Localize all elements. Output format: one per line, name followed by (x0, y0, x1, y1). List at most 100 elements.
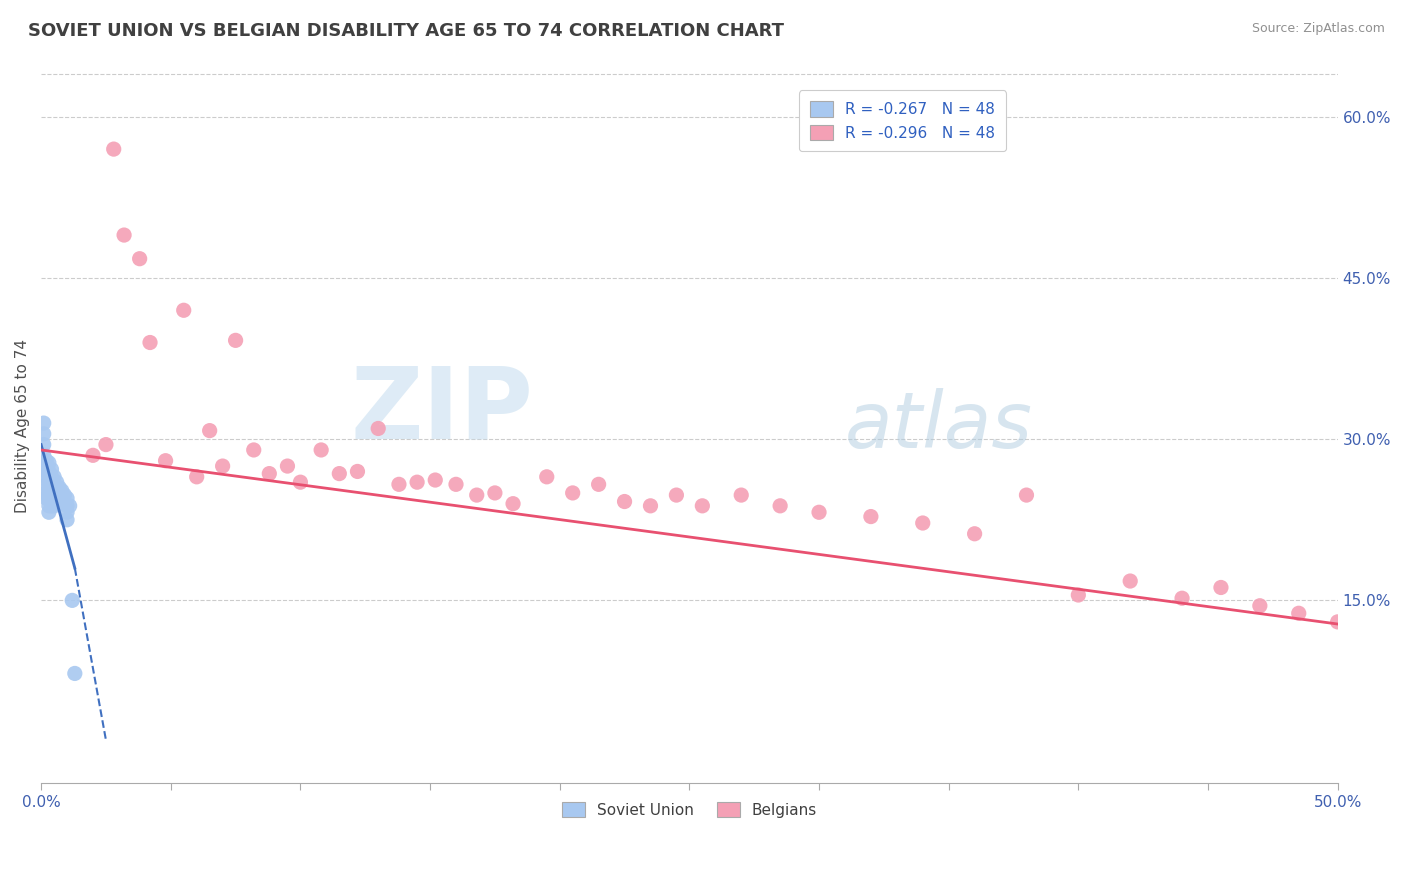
Point (388, 477, 411, 491)
Point (444, 477, 467, 491)
Point (730, 488, 752, 502)
Point (198, 424, 221, 438)
Point (1288, 607, 1310, 621)
Point (309, 442, 332, 457)
Point (328, 467, 350, 481)
Point (640, 499, 662, 513)
Point (41, 462, 63, 476)
Point (1119, 574, 1142, 588)
Point (103, 142, 125, 156)
Point (38, 456, 60, 470)
Point (692, 499, 714, 513)
Point (1249, 599, 1271, 613)
Point (41, 470, 63, 484)
Point (35, 491, 58, 506)
Point (38, 488, 60, 502)
Point (53, 488, 76, 502)
Point (225, 334, 247, 348)
Point (561, 486, 583, 500)
Point (42, 499, 65, 513)
Point (242, 442, 264, 457)
Text: ZIP: ZIP (352, 363, 534, 460)
Point (56, 499, 79, 513)
Point (41, 483, 63, 498)
Point (38, 492, 60, 507)
Point (35, 477, 58, 491)
Point (35, 486, 58, 500)
Point (35, 470, 58, 484)
Point (56, 513, 79, 527)
Point (406, 475, 429, 490)
Point (588, 477, 610, 491)
Point (276, 459, 298, 474)
Point (1171, 591, 1194, 606)
Point (963, 526, 986, 541)
Point (32, 437, 55, 451)
Point (465, 488, 488, 502)
Point (613, 494, 636, 508)
Point (1067, 588, 1090, 602)
Text: SOVIET UNION VS BELGIAN DISABILITY AGE 65 TO 74 CORRELATION CHART: SOVIET UNION VS BELGIAN DISABILITY AGE 6… (28, 22, 785, 40)
Point (41, 475, 63, 490)
Point (41, 491, 63, 506)
Point (94, 437, 117, 451)
Point (1209, 581, 1232, 595)
Point (41, 499, 63, 513)
Point (48, 497, 70, 511)
Point (139, 335, 162, 350)
Point (82, 448, 104, 462)
Point (38, 470, 60, 484)
Point (259, 467, 281, 481)
Point (211, 459, 233, 474)
Point (155, 453, 177, 467)
Point (290, 475, 312, 490)
Point (173, 303, 195, 318)
Point (536, 470, 558, 484)
Point (42, 470, 65, 484)
Point (38, 483, 60, 498)
Point (769, 499, 792, 513)
Point (911, 516, 934, 530)
Legend: Soviet Union, Belgians: Soviet Union, Belgians (554, 794, 825, 825)
Point (45, 475, 67, 490)
Point (502, 497, 524, 511)
Point (51, 483, 73, 498)
Text: atlas: atlas (845, 388, 1033, 464)
Point (112, 228, 135, 243)
Point (63, 666, 86, 681)
Point (859, 509, 882, 524)
Point (665, 488, 688, 502)
Point (38, 477, 60, 491)
Point (45, 483, 67, 498)
Point (186, 470, 208, 484)
Y-axis label: Disability Age 65 to 74: Disability Age 65 to 74 (15, 339, 30, 513)
Point (1015, 488, 1038, 502)
Point (346, 465, 368, 479)
Point (35, 465, 58, 479)
Point (51, 492, 73, 507)
Point (35, 453, 58, 467)
Point (38, 465, 60, 479)
Point (42, 477, 65, 491)
Point (38, 505, 60, 519)
Point (1326, 615, 1348, 629)
Point (42, 483, 65, 498)
Point (484, 486, 506, 500)
Point (808, 505, 831, 519)
Point (42, 491, 65, 506)
Point (56, 491, 79, 506)
Point (48, 488, 70, 502)
Point (32, 426, 55, 441)
Text: Source: ZipAtlas.com: Source: ZipAtlas.com (1251, 22, 1385, 36)
Point (56, 505, 79, 519)
Point (32, 416, 55, 430)
Point (128, 252, 150, 266)
Point (45, 492, 67, 507)
Point (48, 481, 70, 495)
Point (60, 593, 83, 607)
Point (53, 497, 76, 511)
Point (32, 459, 55, 474)
Point (59, 499, 82, 513)
Point (367, 421, 389, 435)
Point (32, 448, 55, 462)
